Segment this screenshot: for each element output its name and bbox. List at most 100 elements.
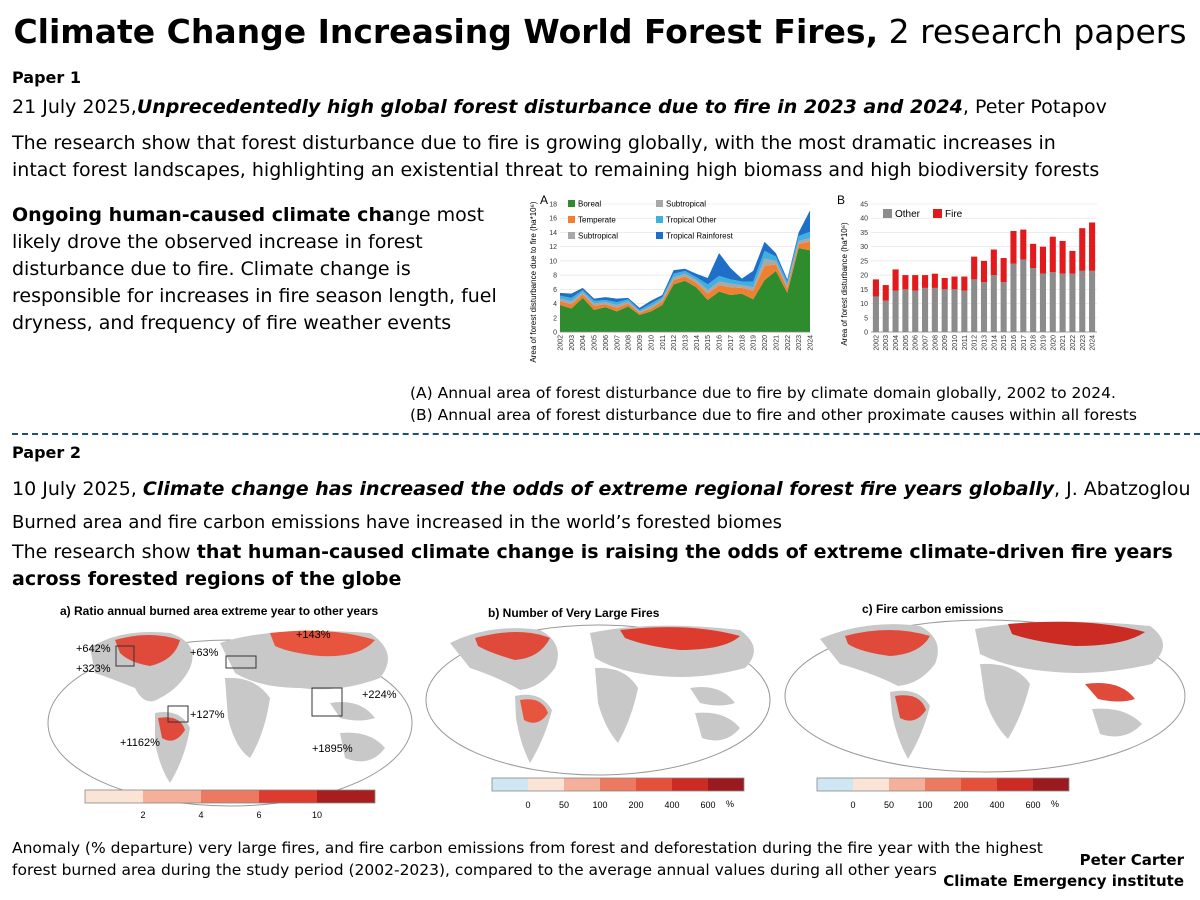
map-b-legend: 0 50 100 200 400 600 % — [491, 777, 745, 810]
chart-b-bar — [1030, 268, 1037, 332]
chart-a-y-tick: 4 — [553, 301, 557, 308]
chart-b-bar — [892, 269, 899, 291]
chart-b-bar — [941, 277, 948, 290]
paper1-label: Paper 1 — [12, 68, 81, 87]
map-a-legend-label: 4 — [198, 810, 203, 820]
caption-b: (B) Annual area of forest disturbance du… — [410, 406, 1137, 424]
chart-a-x-tick: 2010 — [648, 335, 655, 351]
chart-b-bar — [1039, 246, 1047, 274]
chart-a-x-tick: 2004 — [580, 335, 587, 351]
chart-b-x-tick: 2006 — [913, 335, 920, 351]
chart-b-x-tick: 2018 — [1031, 335, 1038, 351]
paper1-summary-line2: intact forest landscapes, highlighting a… — [12, 159, 1100, 181]
chart-b-bar — [872, 279, 879, 297]
chart-b-bar — [1020, 259, 1027, 332]
chart-b-legend-label: Fire — [945, 209, 963, 220]
chart-a-legend-label: Boreal — [578, 200, 601, 209]
map-b — [425, 624, 771, 776]
map-a-box-sa — [167, 705, 189, 723]
paper2-line2: The research show that human-caused clim… — [12, 541, 1173, 563]
chart-a-series-area — [560, 238, 810, 313]
chart-a-x-tick: 2013 — [683, 335, 690, 351]
map-a-annotation: +63% — [190, 647, 219, 659]
credit: Peter Carter Climate Emergency institute — [943, 850, 1184, 892]
chart-b-bar — [971, 279, 978, 332]
chart-b-x-tick: 2020 — [1050, 335, 1057, 351]
caption-a: (A) Annual area of forest disturbance du… — [410, 384, 1116, 402]
chart-b-bar — [951, 289, 958, 332]
map-c-legend-label: 50 — [884, 800, 894, 810]
chart-b-panel-label: B — [837, 193, 845, 207]
map-b-legend-label: 400 — [664, 800, 679, 810]
paper2-label: Paper 2 — [12, 443, 81, 462]
chart-a-x-tick: 2007 — [614, 335, 621, 351]
paper1-summary-line1: The research show that forest disturbanc… — [12, 132, 1056, 154]
map-c-legend-label: 400 — [989, 800, 1004, 810]
chart-a-x-tick: 2005 — [592, 335, 599, 351]
chart-b-legend-label: Other — [895, 209, 921, 220]
chart-b-bar — [1000, 258, 1007, 283]
map-a-legend: 2 4 6 10 — [84, 789, 376, 820]
chart-a-legend-swatch — [568, 232, 575, 239]
map-a-land — [90, 630, 388, 783]
map-a: +642% +323% +63% +143% +224% +127% +1162… — [47, 629, 413, 807]
chart-a-x-tick: 2019 — [751, 335, 758, 351]
chart-b-bar — [1089, 270, 1096, 332]
map-b-legend-label: 200 — [628, 800, 643, 810]
chart-a-x-tick: 2018 — [739, 335, 746, 351]
chart-b-x-tick: 2014 — [991, 335, 998, 351]
chart-a-y-tick: 14 — [549, 230, 557, 237]
map-c-title: c) Fire carbon emissions — [862, 602, 1004, 616]
chart-b-y-tick: 15 — [860, 287, 868, 294]
chart-a-legend-swatch — [568, 200, 575, 207]
chart-b-y-tick: 5 — [864, 315, 868, 322]
chart-a-series-area — [560, 248, 810, 332]
chart-b-bar — [882, 285, 889, 301]
chart-a-x-tick: 2023 — [796, 335, 803, 351]
map-c-land — [820, 621, 1164, 759]
chart-b-bar — [990, 249, 997, 276]
map-a-legend-label: 2 — [140, 810, 145, 820]
chart-a-legend-swatch — [656, 216, 663, 223]
chart-b-x-tick: 2019 — [1040, 335, 1047, 351]
chart-a-y-tick: 2 — [553, 315, 557, 322]
chart-b-bar — [1039, 273, 1047, 332]
map-b-legend-unit: % — [726, 799, 734, 809]
chart-b-bar — [941, 289, 948, 332]
chart-a-x-tick: 2024 — [808, 335, 815, 351]
chart-b-bar — [912, 275, 919, 291]
chart-b-bar — [882, 300, 889, 332]
map-c-legend-label: 200 — [953, 800, 968, 810]
chart-b-x-tick: 2010 — [952, 335, 959, 351]
chart-b-bar — [1079, 228, 1086, 271]
map-c-legend-label: 100 — [917, 800, 932, 810]
map-a-annotation: +127% — [190, 709, 225, 721]
chart-b-y-tick: 30 — [860, 244, 868, 251]
chart-b-y-tick: 35 — [860, 230, 868, 237]
chart-a-panel-label: A — [540, 193, 548, 207]
map-c-legend-label: 0 — [850, 800, 855, 810]
chart-b-legend-swatch — [883, 209, 892, 218]
chart-b-bar — [931, 287, 938, 332]
map-a-annotation: +1162% — [120, 737, 160, 749]
chart-b-x-tick: 2005 — [903, 335, 910, 351]
chart-b-x-tick: 2017 — [1021, 335, 1028, 351]
chart-b-bar — [1000, 282, 1007, 332]
chart-b-bar — [1069, 250, 1076, 274]
chart-a-legend-swatch — [568, 216, 575, 223]
chart-a-x-tick: 2017 — [728, 335, 735, 351]
chart-a-legend-label: Subtropical — [578, 232, 618, 241]
map-a-box-eu — [225, 655, 257, 669]
chart-b-x-tick: 2011 — [962, 335, 969, 350]
map-b-title: b) Number of Very Large Fires — [488, 606, 660, 620]
chart-b-bar — [1069, 273, 1076, 332]
paper2-line3: across forested regions of the globe — [12, 568, 402, 590]
chart-a-legend-label: Tropical Other — [666, 216, 717, 225]
chart-b-bar — [1079, 270, 1086, 332]
bottom-caption-line1: Anomaly (% departure) very large fires, … — [12, 839, 1043, 857]
chart-b-bar — [912, 290, 919, 332]
chart-a-y-tick: 12 — [549, 244, 557, 251]
chart-b-y-tick: 45 — [860, 202, 868, 209]
chart-a-x-tick: 2006 — [603, 335, 610, 351]
chart-b-bar — [1059, 240, 1066, 274]
